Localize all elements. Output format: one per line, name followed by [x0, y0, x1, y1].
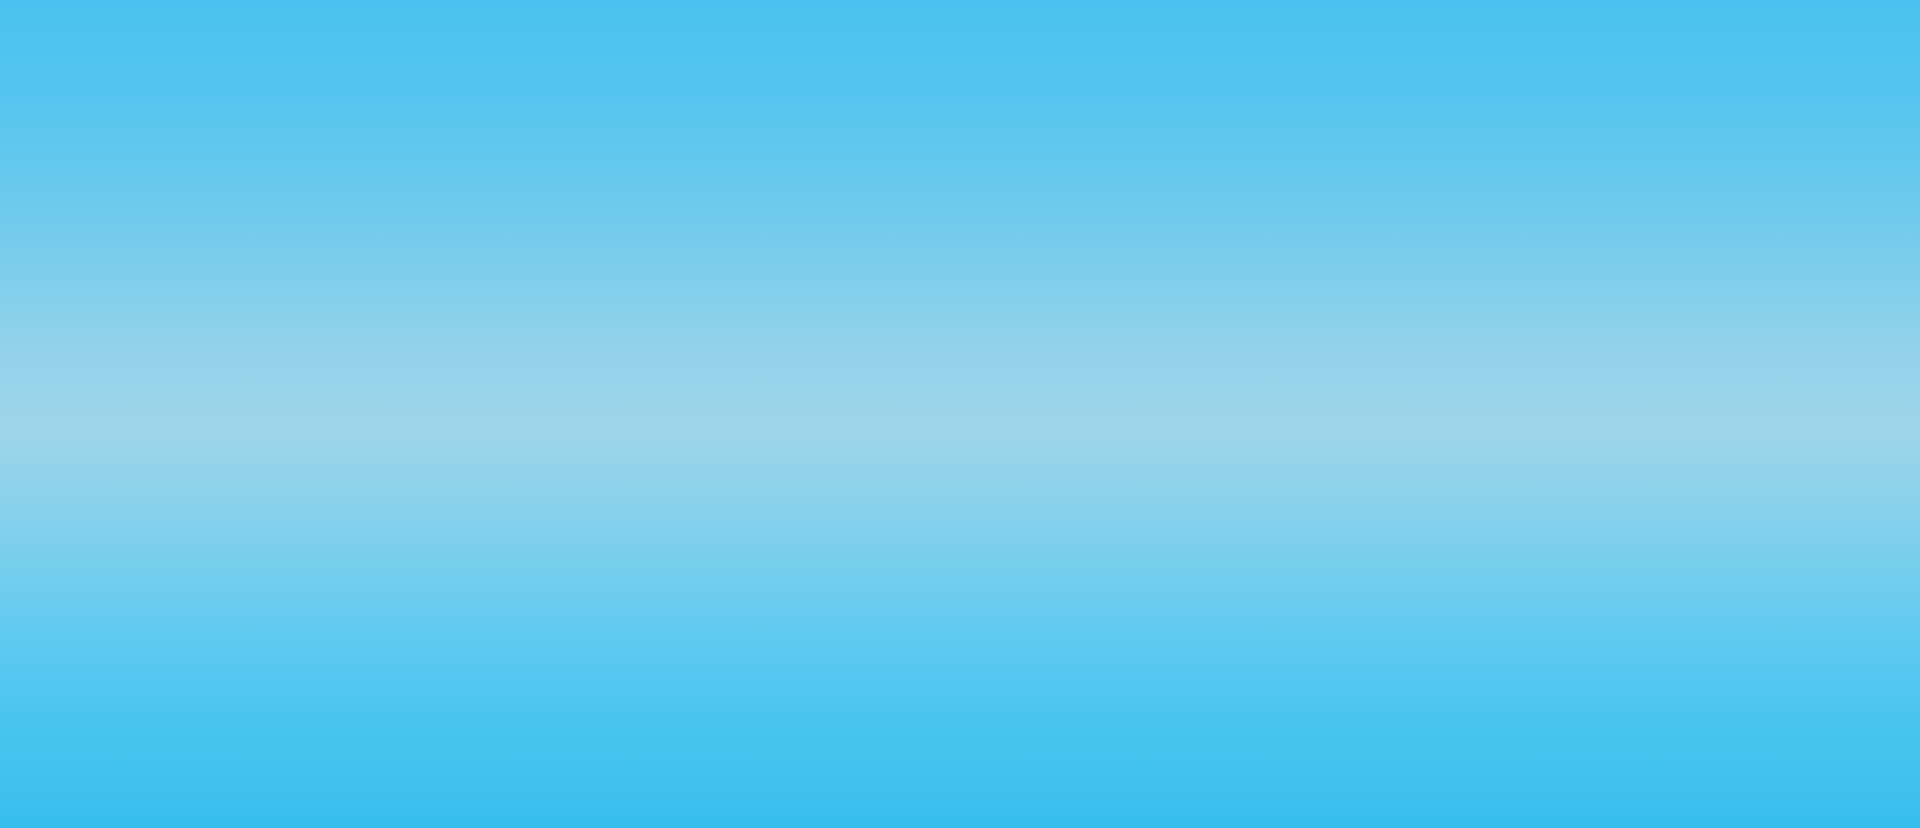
spectra-plot [0, 0, 1920, 828]
hyperspectral-banner [0, 0, 1920, 828]
